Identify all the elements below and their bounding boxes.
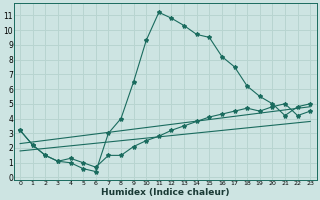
X-axis label: Humidex (Indice chaleur): Humidex (Indice chaleur) [101, 188, 229, 197]
